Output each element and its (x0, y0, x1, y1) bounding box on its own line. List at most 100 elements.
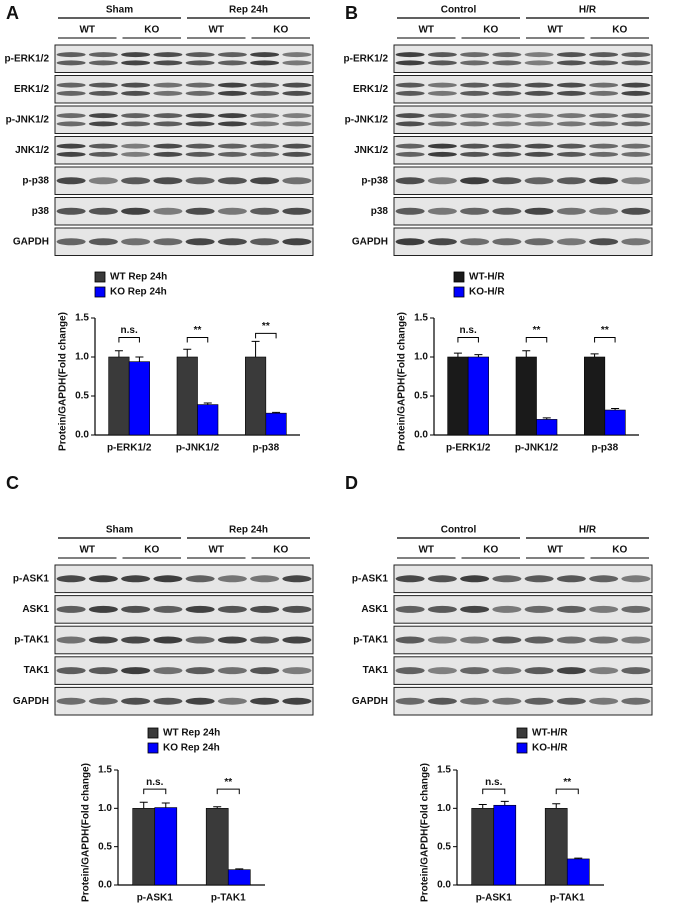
blot-band (460, 151, 490, 157)
blot-frame (54, 75, 314, 104)
blot-band (185, 143, 215, 149)
blot-band (282, 575, 312, 583)
blot-band (282, 60, 312, 66)
blot-band (217, 238, 247, 246)
blot-band (589, 52, 619, 58)
blot-band (492, 90, 522, 96)
y-tick-label: 0.0 (75, 430, 89, 441)
blot-band (121, 82, 151, 88)
blot-row-label: p38 (371, 206, 389, 217)
blot-band (460, 90, 490, 96)
blot-band (250, 121, 280, 127)
blot-row-label: TAK1 (363, 665, 389, 676)
blot-row-label: p38 (32, 206, 50, 217)
blot-band (556, 238, 586, 246)
blot-band (427, 52, 457, 58)
error-bar (114, 350, 123, 357)
blot-band (524, 121, 554, 127)
blot-band (556, 121, 586, 127)
x-tick-label: p-p38 (252, 443, 279, 454)
blot-band (153, 177, 183, 185)
legend-label: KO Rep 24h (163, 743, 220, 754)
blot-band (427, 177, 457, 185)
blot-row-label: JNK1/2 (354, 145, 388, 156)
blot-band (153, 113, 183, 119)
blot-row-label: p-TAK1 (353, 635, 388, 646)
significance-bracket (186, 337, 209, 343)
blot-band (121, 151, 151, 157)
blot-band (427, 636, 457, 644)
blot-band (427, 151, 457, 157)
blot-band (282, 113, 312, 119)
y-axis-label: Protein/GAPDH(Fold change) (58, 312, 69, 451)
blot-band (524, 113, 554, 119)
x-tick-label: p-ERK1/2 (446, 443, 491, 454)
blot-band (88, 151, 118, 157)
error-bar (161, 802, 170, 808)
blot-band (121, 605, 151, 613)
blot-band (121, 52, 151, 58)
blot-band (88, 177, 118, 185)
y-tick-label: 0.5 (98, 841, 112, 852)
blot-band (524, 151, 554, 157)
blot-band (556, 151, 586, 157)
blot-band (492, 238, 522, 246)
blot-band (492, 177, 522, 185)
blot-band (185, 113, 215, 119)
blot-band (556, 113, 586, 119)
blot-band (556, 143, 586, 149)
subgroup-label: WT (79, 545, 95, 556)
blot-band (524, 667, 554, 675)
blot-band (217, 207, 247, 215)
blot-band (621, 697, 651, 705)
blot-band (121, 636, 151, 644)
blot-band (185, 667, 215, 675)
blot-band (153, 636, 183, 644)
subgroup-label: KO (612, 545, 627, 556)
blot-row-label: p-JNK1/2 (345, 114, 389, 125)
blot-band (121, 238, 151, 246)
blot-band (621, 636, 651, 644)
error-bar (542, 417, 551, 420)
blot-band (250, 82, 280, 88)
blot-band (589, 238, 619, 246)
blot-band (185, 207, 215, 215)
blot-band (524, 575, 554, 583)
blot-band (492, 636, 522, 644)
blot-band (217, 60, 247, 66)
legend-label: WT-H/R (469, 272, 505, 283)
blot-band (589, 143, 619, 149)
blot-band (217, 151, 247, 157)
x-tick-label: p-p38 (591, 443, 618, 454)
blot-band (56, 82, 86, 88)
blot-band (395, 121, 425, 127)
blot-row-label: p-ASK1 (352, 573, 389, 584)
blot-band (395, 207, 425, 215)
error-bar (183, 348, 192, 357)
blot-band (56, 238, 86, 246)
blot-band (621, 151, 651, 157)
blot-band (88, 636, 118, 644)
blot-band (524, 697, 554, 705)
blot-frame (54, 44, 314, 73)
subgroup-label: KO (483, 25, 498, 36)
bar (493, 804, 517, 886)
x-tick-label: p-ERK1/2 (107, 443, 152, 454)
x-tick-label: p-JNK1/2 (176, 443, 220, 454)
blot-band (492, 82, 522, 88)
subgroup-label: WT (418, 25, 434, 36)
significance-bracket (143, 788, 167, 795)
subgroup-label: KO (273, 545, 288, 556)
blot-band (621, 60, 651, 66)
blot-band (250, 207, 280, 215)
panel-label: D (345, 473, 358, 493)
bar (108, 356, 130, 436)
error-bar (203, 402, 212, 405)
legend-swatch (516, 727, 528, 739)
error-bar (611, 407, 620, 411)
blot-row-label: GAPDH (352, 236, 388, 247)
y-tick-label: 1.5 (414, 313, 428, 324)
y-tick-label: 1.0 (98, 803, 112, 814)
blot-band (185, 90, 215, 96)
blot-band (524, 605, 554, 613)
